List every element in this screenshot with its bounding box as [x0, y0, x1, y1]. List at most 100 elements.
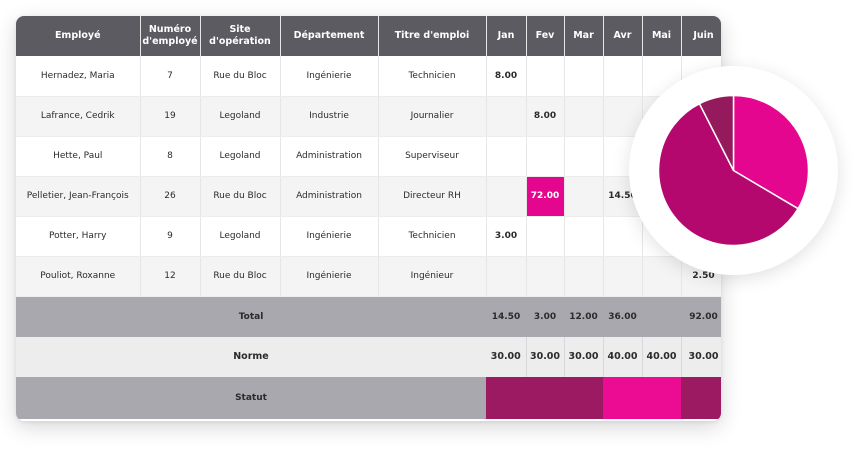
total-cell: 14.50 — [486, 296, 526, 337]
col-header-number-line1: Numéro — [148, 24, 192, 35]
hours-cell[interactable] — [603, 216, 643, 257]
hours-cell[interactable] — [603, 256, 643, 297]
timesheet-table: Employé Numéro d'employé Site d'opératio… — [16, 16, 721, 419]
statut-cell — [603, 376, 642, 419]
col-header-site-line2: d'opération — [209, 36, 271, 47]
site-cell[interactable]: Legoland — [200, 96, 281, 137]
total-cell — [642, 296, 681, 337]
hours-cell[interactable] — [642, 256, 682, 297]
employee-number-cell[interactable]: 7 — [140, 56, 201, 97]
statut-row: Statut — [16, 376, 721, 419]
norme-cell: 30.00 — [486, 336, 527, 377]
job-title-cell[interactable]: Ingénieur — [378, 256, 487, 297]
hours-cell[interactable] — [486, 96, 527, 137]
hours-cell[interactable] — [486, 176, 527, 217]
hours-cell[interactable]: 8.00 — [486, 56, 527, 97]
hours-cell[interactable] — [564, 136, 604, 177]
department-cell[interactable]: Administration — [280, 176, 379, 217]
total-cell: 92.00 — [681, 296, 721, 337]
hours-cell[interactable] — [526, 56, 565, 97]
norme-cell: 30.00 — [564, 336, 604, 377]
department-cell[interactable]: Industrie — [280, 96, 379, 137]
hours-cell[interactable] — [564, 216, 604, 257]
site-cell[interactable]: Rue du Bloc — [200, 176, 281, 217]
col-header-month[interactable]: Mai — [642, 16, 682, 56]
site-cell[interactable]: Rue du Bloc — [200, 56, 281, 97]
employee-name-cell[interactable]: Potter, Harry — [16, 216, 141, 257]
norme-cell: 30.00 — [526, 336, 565, 377]
total-cell: 3.00 — [526, 296, 564, 337]
employee-number-cell[interactable]: 26 — [140, 176, 201, 217]
table-row[interactable]: Potter, Harry 9 Legoland Ingénierie Technici… — [16, 216, 721, 257]
department-cell[interactable]: Ingénierie — [280, 256, 379, 297]
hours-cell[interactable] — [526, 136, 565, 177]
job-title-cell[interactable]: Technicien — [378, 56, 487, 97]
pie-chart — [657, 94, 810, 247]
hours-cell[interactable] — [486, 256, 527, 297]
hours-cell[interactable] — [564, 176, 604, 217]
department-cell[interactable]: Ingénierie — [280, 56, 379, 97]
employee-name-cell[interactable]: Pouliot, Roxanne — [16, 256, 141, 297]
header-row: Employé Numéro d'employé Site d'opératio… — [16, 16, 721, 56]
table-row[interactable]: Hette, Paul 8 Legoland Administration Superv… — [16, 136, 721, 177]
total-cell: 36.00 — [603, 296, 642, 337]
employee-name-cell[interactable]: Hette, Paul — [16, 136, 141, 177]
norme-cell: 30.00 — [681, 336, 721, 377]
norme-row: Norme 30.00 30.00 30.00 40.00 40.00 30.0… — [16, 336, 721, 377]
employee-name-cell[interactable]: Pelletier, Jean-François — [16, 176, 141, 217]
hours-cell[interactable] — [564, 56, 604, 97]
col-header-site-line1: Site — [229, 24, 251, 35]
col-header-month[interactable]: Fev — [526, 16, 565, 56]
col-header-month[interactable]: Avr — [603, 16, 643, 56]
col-header-job-title[interactable]: Titre d'emploi — [378, 16, 487, 56]
col-header-month[interactable]: Jan — [486, 16, 527, 56]
statut-cell — [526, 376, 564, 419]
total-label: Total — [16, 296, 486, 337]
timesheet-card: Employé Numéro d'employé Site d'opératio… — [16, 16, 721, 421]
pie-slice — [657, 102, 800, 247]
employee-number-cell[interactable]: 9 — [140, 216, 201, 257]
norme-cell: 40.00 — [642, 336, 682, 377]
statut-label: Statut — [16, 376, 486, 419]
employee-number-cell[interactable]: 8 — [140, 136, 201, 177]
total-cell: 12.00 — [564, 296, 603, 337]
site-cell[interactable]: Legoland — [200, 216, 281, 257]
statut-cell — [681, 376, 721, 419]
hours-cell[interactable] — [486, 136, 527, 177]
col-header-department[interactable]: Département — [280, 16, 379, 56]
hours-cell[interactable] — [526, 256, 565, 297]
employee-name-cell[interactable]: Hernadez, Maria — [16, 56, 141, 97]
job-title-cell[interactable]: Directeur RH — [378, 176, 487, 217]
pie-chart-badge — [629, 66, 838, 275]
hours-cell[interactable] — [603, 56, 643, 97]
col-header-month[interactable]: Mar — [564, 16, 604, 56]
table-row[interactable]: Hernadez, Maria 7 Rue du Bloc Ingénierie Tec… — [16, 56, 721, 97]
employee-number-cell[interactable]: 19 — [140, 96, 201, 137]
col-header-employee[interactable]: Employé — [16, 16, 141, 56]
site-cell[interactable]: Rue du Bloc — [200, 256, 281, 297]
job-title-cell[interactable]: Technicien — [378, 216, 487, 257]
col-header-employee-number[interactable]: Numéro d'employé — [140, 16, 201, 56]
job-title-cell[interactable]: Journalier — [378, 96, 487, 137]
hours-cell[interactable] — [526, 216, 565, 257]
hours-cell[interactable] — [564, 96, 604, 137]
employee-name-cell[interactable]: Lafrance, Cedrik — [16, 96, 141, 137]
department-cell[interactable]: Administration — [280, 136, 379, 177]
statut-cell — [564, 376, 603, 419]
table-row[interactable]: Lafrance, Cedrik 19 Legoland Industrie Journ… — [16, 96, 721, 137]
employee-number-cell[interactable]: 12 — [140, 256, 201, 297]
site-cell[interactable]: Legoland — [200, 136, 281, 177]
hours-cell[interactable] — [564, 256, 604, 297]
hours-cell[interactable]: 8.00 — [526, 96, 565, 137]
table-row[interactable]: Pelletier, Jean-François 26 Rue du Bloc Adm… — [16, 176, 721, 217]
department-cell[interactable]: Ingénierie — [280, 216, 379, 257]
pie-slice — [732, 94, 810, 210]
col-header-site[interactable]: Site d'opération — [200, 16, 281, 56]
job-title-cell[interactable]: Superviseur — [378, 136, 487, 177]
hours-cell[interactable]: 3.00 — [486, 216, 527, 257]
table-row[interactable]: Pouliot, Roxanne 12 Rue du Bloc Ingénierie I… — [16, 256, 721, 297]
norme-cell: 40.00 — [603, 336, 643, 377]
col-header-month[interactable]: Juin — [681, 16, 721, 56]
hours-cell[interactable]: 72.00 — [526, 176, 565, 217]
total-row: Total 14.50 3.00 12.00 36.00 92.00 — [16, 296, 721, 337]
